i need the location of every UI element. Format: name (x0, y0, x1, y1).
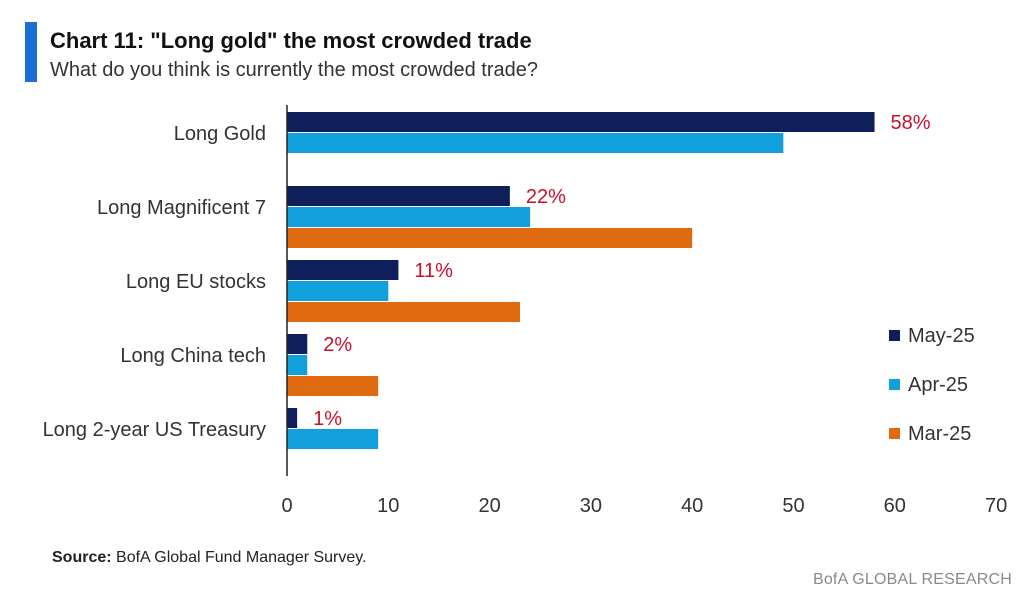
labels-layer: Long Gold 58% Long Magnificent 7 22% Long EU… (43, 112, 931, 441)
legend-label-may-25: May-25 (908, 325, 975, 347)
x-tick-label-10: 10 (377, 495, 399, 517)
legend-swatch-may-25 (889, 330, 900, 341)
source-label: Source: (52, 549, 112, 566)
x-tick-label-20: 20 (478, 495, 500, 517)
data-label-long-china-tech: 2% (323, 334, 352, 356)
source-note: Source: BofA Global Fund Manager Survey. (52, 549, 367, 567)
legend-label-mar-25: Mar-25 (908, 423, 971, 445)
legend-swatch-mar-25 (889, 428, 900, 439)
bars-layer (287, 112, 875, 449)
category-label-long-magnificent-7: Long Magnificent 7 (97, 197, 266, 219)
category-label-long-china-tech: Long China tech (120, 345, 266, 367)
data-label-long-magnificent-7: 22% (526, 186, 566, 208)
bar-chart: Long Gold 58% Long Magnificent 7 22% Long EU… (43, 105, 1007, 517)
bar-mar-25-long-china-tech (287, 376, 379, 396)
category-label-long-eu-stocks: Long EU stocks (126, 271, 266, 293)
legend-label-apr-25: Apr-25 (908, 374, 968, 396)
bar-may-25-long-eu-stocks (287, 260, 399, 280)
bar-apr-25-long-magnificent-7 (287, 207, 531, 227)
bar-mar-25-long-magnificent-7 (287, 228, 693, 248)
bar-apr-25-long-2-year-us-treasury (287, 429, 379, 449)
bar-mar-25-long-eu-stocks (287, 302, 520, 322)
bar-may-25-long-gold (287, 112, 875, 132)
legend-swatch-apr-25 (889, 379, 900, 390)
chart-subtitle: What do you think is currently the most … (50, 59, 539, 81)
chart-title: Chart 11: "Long gold" the most crowded t… (50, 28, 532, 53)
data-label-long-eu-stocks: 11% (414, 260, 453, 282)
bar-may-25-long-magnificent-7 (287, 186, 510, 206)
x-tick-label-70: 70 (985, 495, 1007, 517)
bar-apr-25-long-eu-stocks (287, 281, 389, 301)
x-tick-label-30: 30 (580, 495, 602, 517)
axis-layer: 0 10 20 30 40 50 60 70 (281, 105, 1007, 517)
x-tick-label-0: 0 (281, 495, 292, 517)
data-label-long-gold: 58% (891, 112, 931, 134)
x-tick-label-50: 50 (782, 495, 804, 517)
x-tick-label-40: 40 (681, 495, 703, 517)
legend-layer: May-25 Apr-25 Mar-25 (889, 325, 975, 445)
category-label-long-2-year-us-treasury: Long 2-year US Treasury (43, 419, 266, 441)
data-label-long-2-year-us-treasury: 1% (313, 408, 342, 430)
title-accent-bar (25, 22, 37, 82)
bar-may-25-long-china-tech (287, 334, 308, 354)
bar-apr-25-long-china-tech (287, 355, 308, 375)
x-tick-label-60: 60 (884, 495, 906, 517)
brand-footer: BofA GLOBAL RESEARCH (812, 571, 1012, 588)
bar-apr-25-long-gold (287, 133, 784, 153)
bar-may-25-long-2-year-us-treasury (287, 408, 298, 428)
source-text: BofA Global Fund Manager Survey. (116, 549, 367, 566)
category-label-long-gold: Long Gold (174, 123, 266, 145)
